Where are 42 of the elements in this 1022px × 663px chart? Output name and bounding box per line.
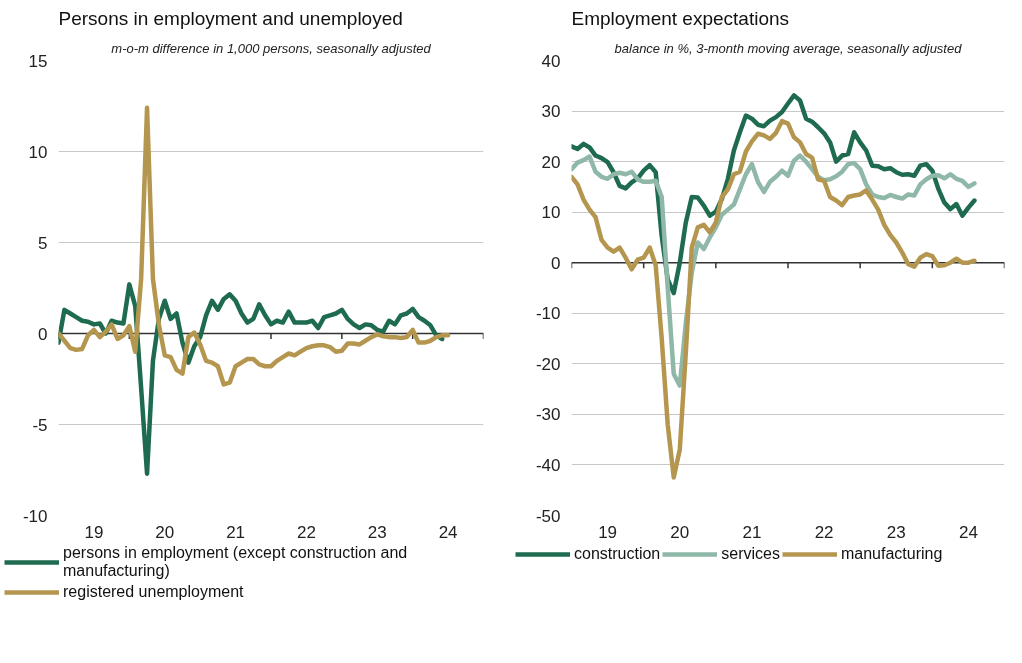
y-tick-label: -40 bbox=[535, 455, 561, 475]
y-tick-label: 15 bbox=[28, 51, 48, 71]
chart-title: Persons in employment and unemployed bbox=[58, 7, 403, 29]
x-tick-label: 22 bbox=[814, 522, 834, 542]
x-tick-label: 21 bbox=[742, 522, 762, 542]
chart-subtitle: m-o-m difference in 1,000 persons, seasonally adjusted bbox=[111, 40, 432, 56]
y-tick-label: 40 bbox=[541, 51, 561, 71]
y-tick-label: 0 bbox=[551, 253, 561, 273]
line-series bbox=[571, 153, 977, 388]
line-series bbox=[571, 93, 977, 296]
y-tick-label: -30 bbox=[535, 405, 561, 425]
x-tick-label: 20 bbox=[670, 522, 690, 542]
x-tick-label: 22 bbox=[296, 522, 316, 542]
legend-label: construction bbox=[574, 545, 661, 563]
chart-subtitle: balance in %, 3-month moving average, seasonally adjusted bbox=[614, 40, 963, 56]
x-tick-label: 19 bbox=[598, 522, 618, 542]
y-tick-label: 0 bbox=[38, 324, 48, 344]
x-tick-label: 23 bbox=[886, 522, 906, 542]
x-tick-label: 23 bbox=[367, 522, 387, 542]
legend-label: services bbox=[721, 545, 780, 563]
y-tick-label: 30 bbox=[541, 102, 561, 122]
y-tick-label: 10 bbox=[541, 203, 561, 223]
legend-label: registered unemployment bbox=[63, 583, 244, 601]
line-series bbox=[58, 282, 445, 476]
chart-title: Employment expectations bbox=[571, 7, 790, 29]
legend-label: manufacturing bbox=[840, 545, 943, 563]
line-series bbox=[571, 118, 977, 480]
x-tick-label: 20 bbox=[155, 522, 175, 542]
x-tick-label: 21 bbox=[226, 522, 246, 542]
y-tick-label: -20 bbox=[535, 354, 561, 374]
line-series bbox=[58, 105, 451, 387]
y-tick-label: 5 bbox=[38, 233, 48, 253]
x-tick-label: 24 bbox=[958, 522, 978, 542]
x-tick-label: 24 bbox=[438, 522, 458, 542]
y-tick-label: -10 bbox=[22, 506, 48, 526]
y-tick-label: -5 bbox=[32, 415, 48, 435]
legend-label: persons in employment (except construction and manufacturing) bbox=[63, 544, 408, 580]
y-tick-label: -50 bbox=[535, 506, 561, 526]
y-tick-label: 10 bbox=[28, 142, 48, 162]
y-tick-label: -10 bbox=[535, 304, 561, 324]
x-tick-label: 19 bbox=[84, 522, 104, 542]
y-tick-label: 20 bbox=[541, 152, 561, 172]
